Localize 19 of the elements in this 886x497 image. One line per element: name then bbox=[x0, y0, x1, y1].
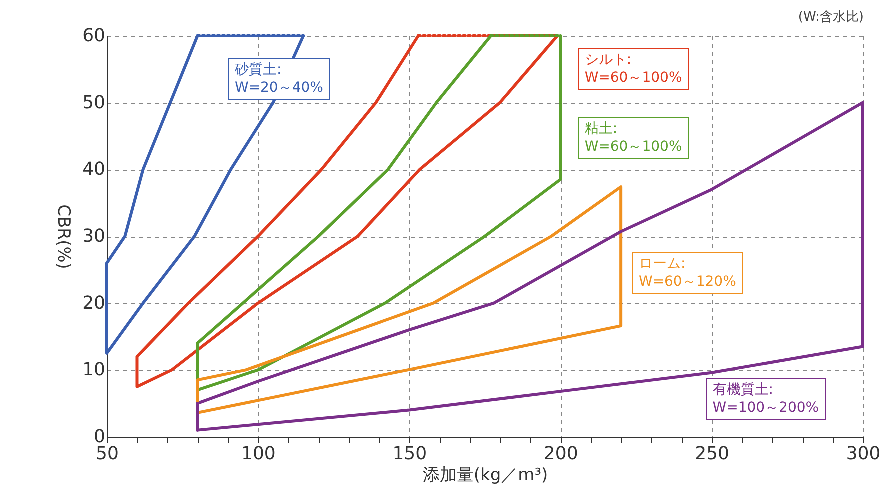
text: (W:含水比) bbox=[798, 9, 864, 26]
y-tick-label: 40 bbox=[82, 159, 106, 180]
text: シルト: W=60～100% bbox=[578, 48, 690, 90]
x-tick-label: 100 bbox=[242, 444, 276, 464]
series-label: ローム: W=60～120% bbox=[632, 252, 744, 294]
x-axis-title: 添加量(kg／m³) bbox=[422, 466, 548, 486]
x-tick-label: 200 bbox=[544, 444, 578, 464]
x-tick-label: 250 bbox=[695, 444, 730, 464]
y-tick-label: 30 bbox=[82, 226, 106, 247]
y-tick-label: 50 bbox=[82, 92, 106, 114]
y-tick-label: 20 bbox=[82, 292, 106, 314]
y-tick-label: 10 bbox=[82, 360, 106, 381]
series-label: 砂質土: W=20～40% bbox=[228, 58, 330, 100]
series-label: 粘土: W=60～100% bbox=[578, 116, 690, 159]
y-tick-label: 60 bbox=[82, 26, 106, 46]
x-tick-label: 150 bbox=[392, 444, 428, 464]
series-label: 有機質土: W=100～200% bbox=[706, 378, 826, 420]
x-tick-label: 300 bbox=[846, 444, 881, 464]
y-axis-title: CBR(%) bbox=[54, 204, 74, 270]
